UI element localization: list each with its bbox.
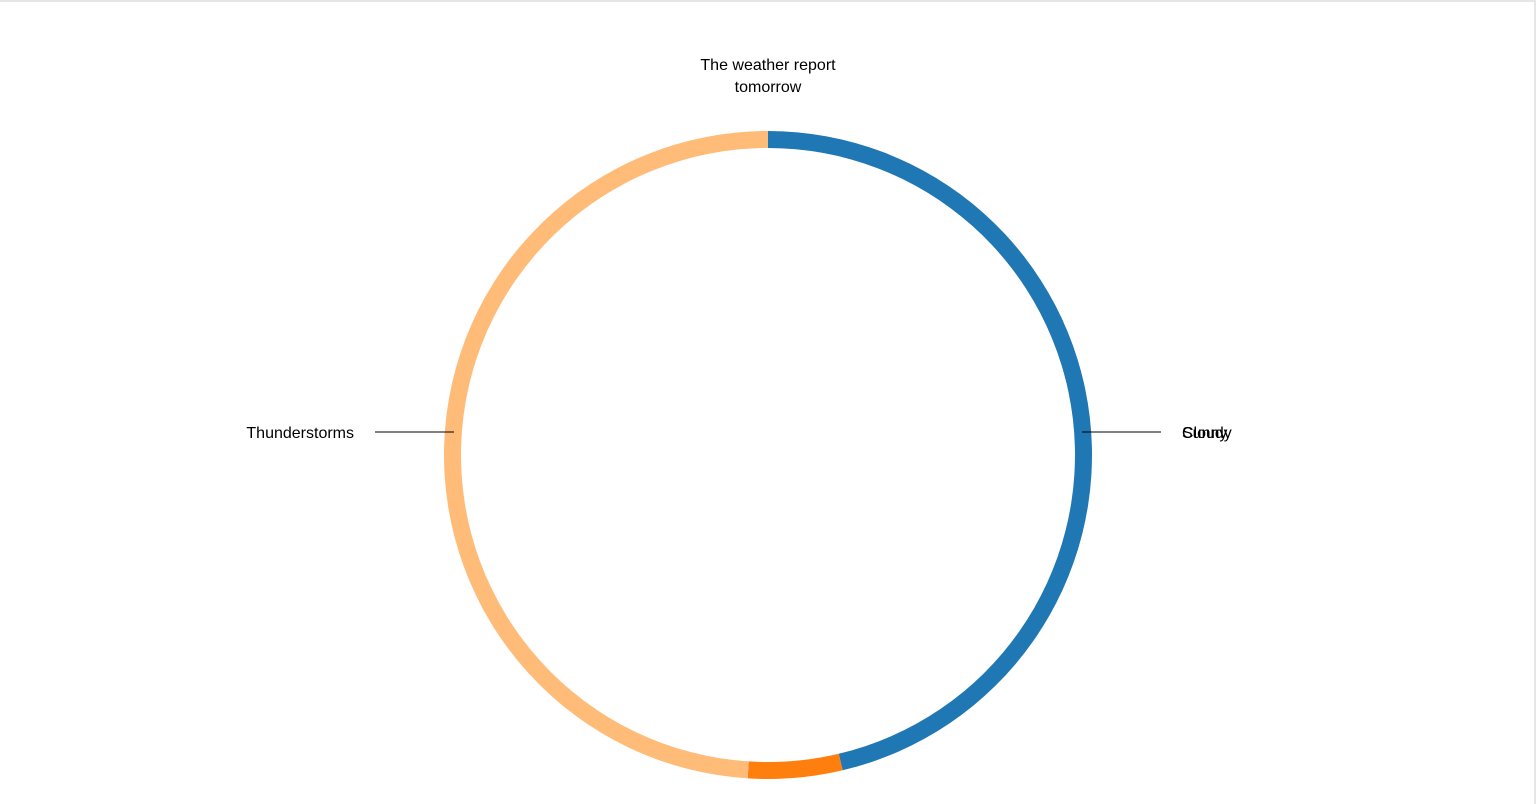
slice-sunny: [747, 753, 843, 779]
slice-label-thunderstorms: Thunderstorms: [246, 425, 354, 442]
slice-cloudy: [768, 131, 1092, 771]
chart-title-line-1: The weather report: [700, 57, 836, 74]
donut-slices: [443, 130, 1092, 779]
slice-label-cloudy: Cloudy: [1182, 425, 1232, 442]
slice-label-sunny: Sunny: [1182, 425, 1227, 442]
slice-thunderstorms: [443, 130, 768, 779]
chart-title-line-2: tomorrow: [735, 79, 802, 96]
